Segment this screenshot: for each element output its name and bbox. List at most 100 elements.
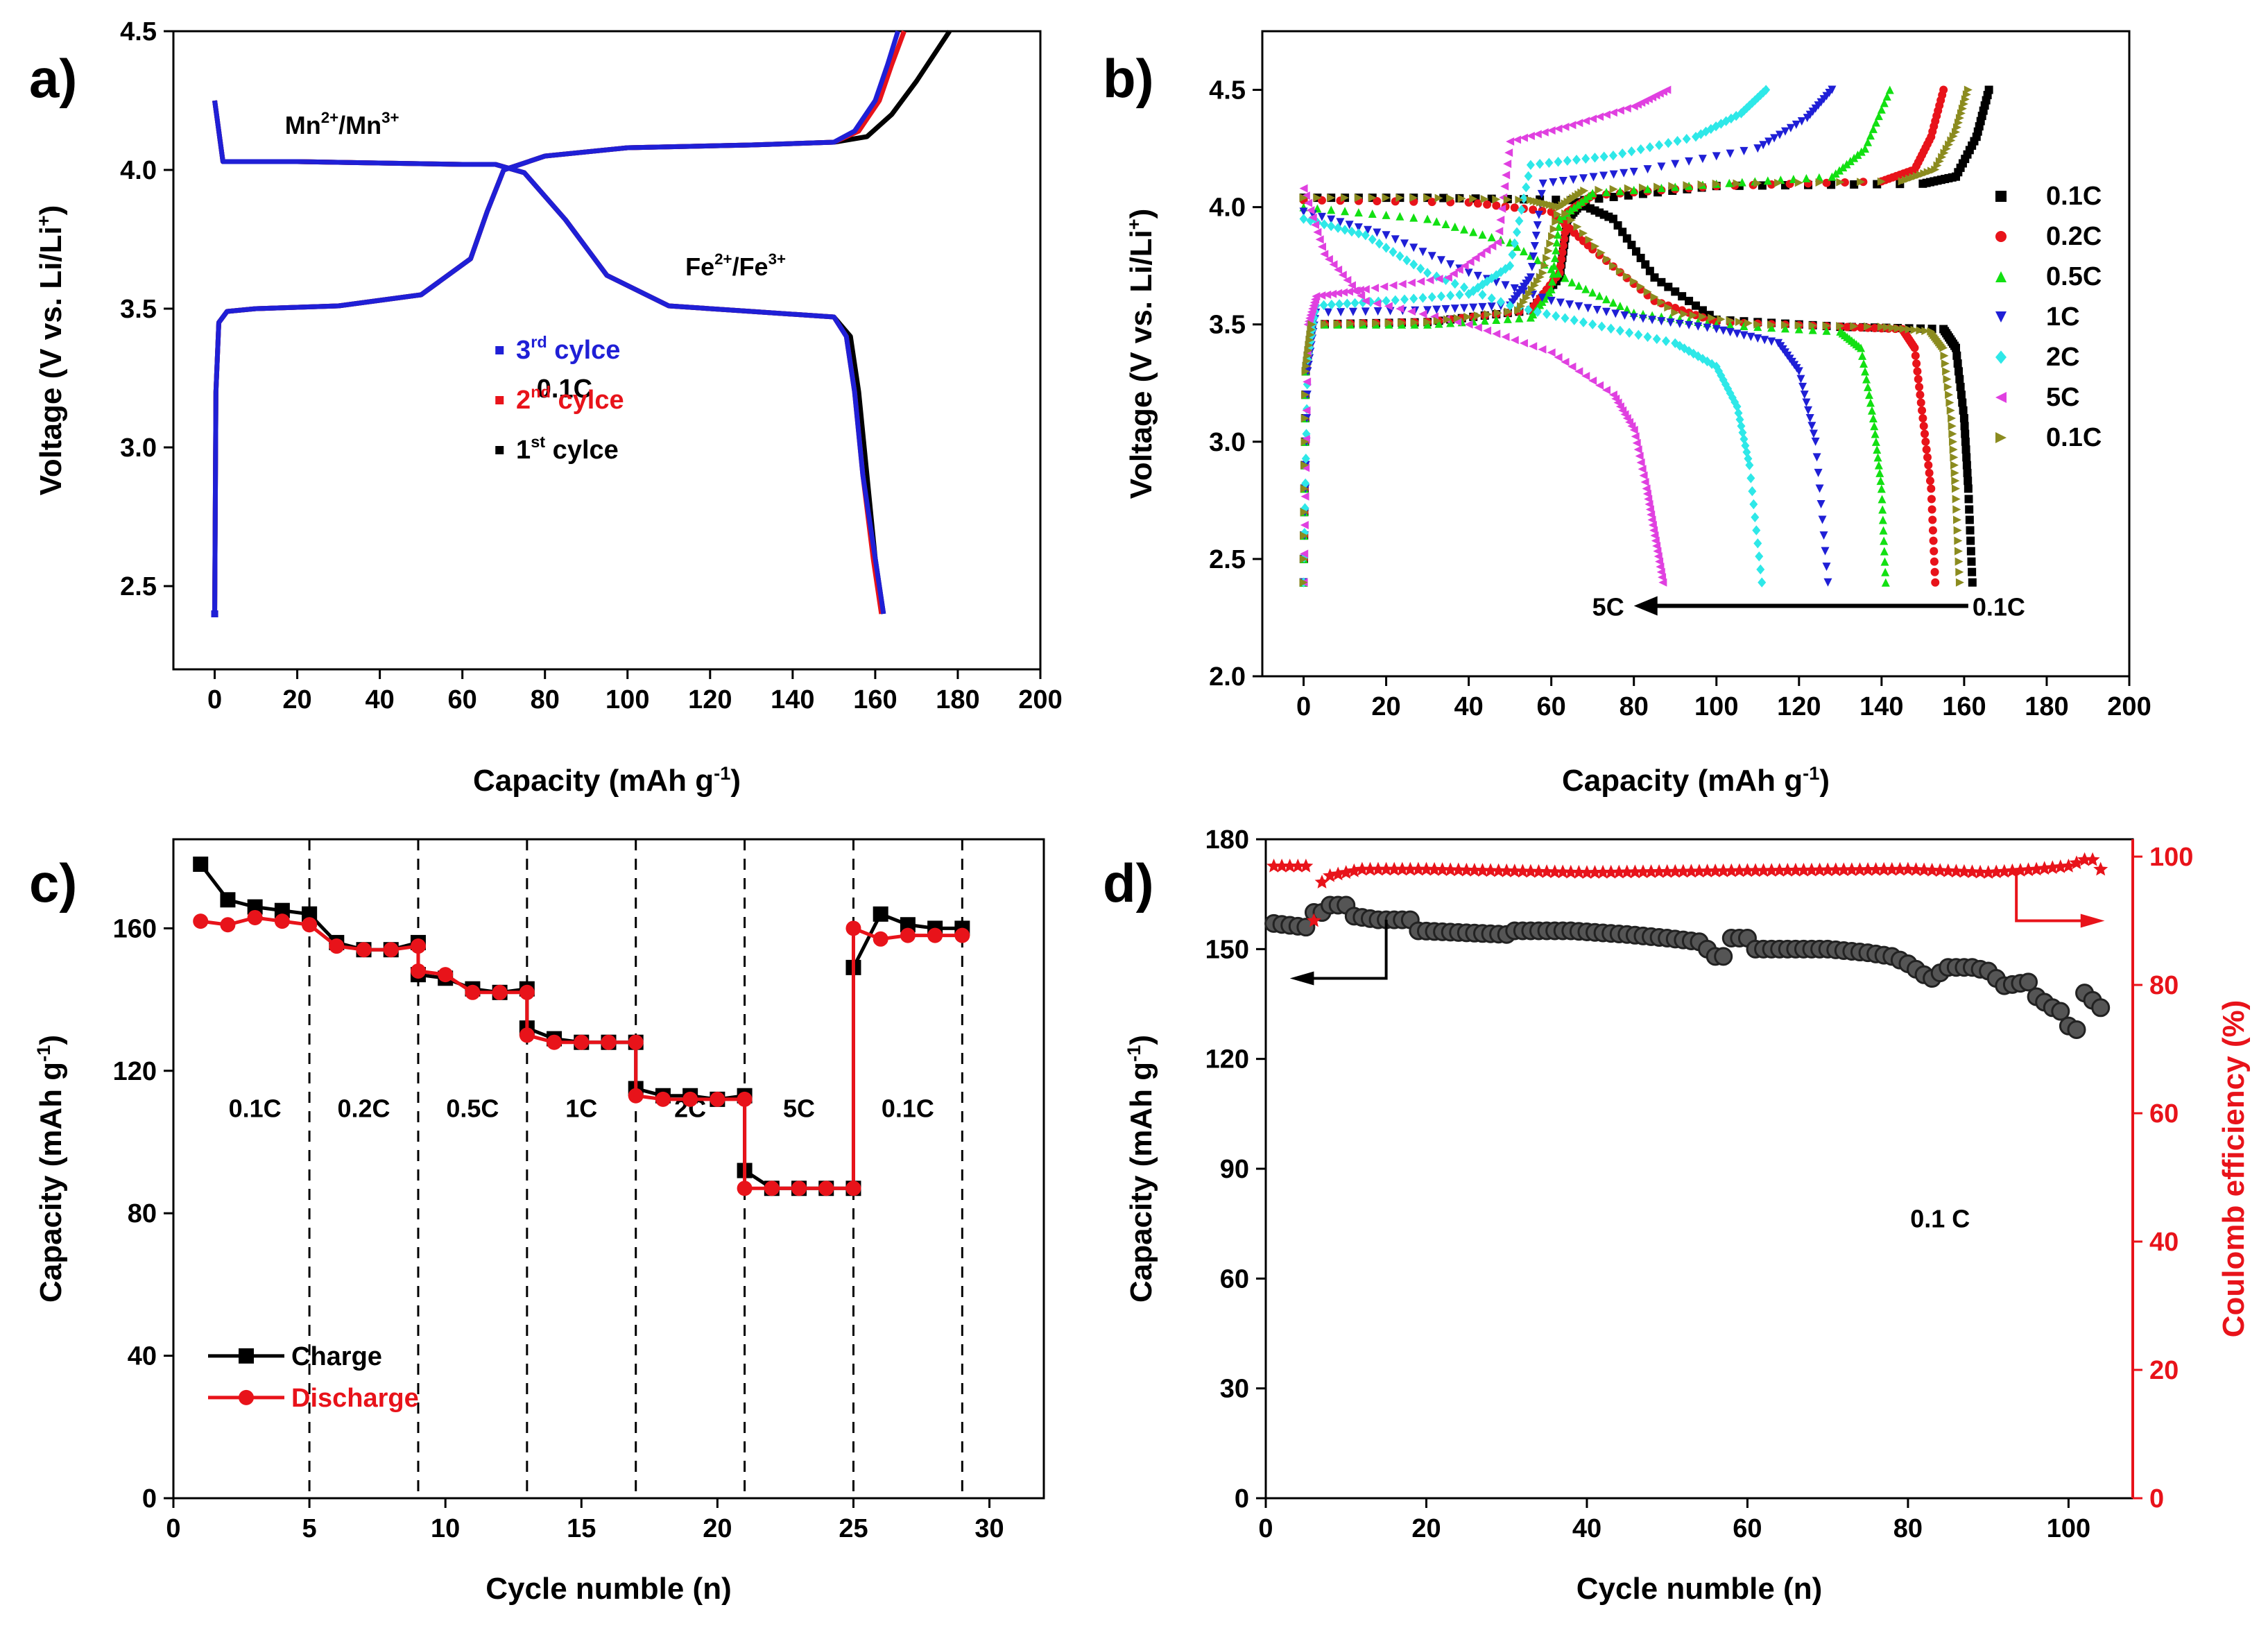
b-legend-marker: [1995, 350, 2007, 364]
b-discharge-point: [1871, 429, 1880, 438]
b-discharge-point: [1752, 525, 1761, 535]
b-charge-point: [1624, 184, 1633, 193]
b-discharge-point: [1744, 318, 1753, 327]
d-ytick-right-label: 20: [2149, 1356, 2179, 1385]
b-charge-point: [1302, 429, 1311, 439]
b-discharge-point: [1739, 321, 1749, 330]
b-discharge-point: [1581, 372, 1590, 381]
b-charge-point: [1947, 136, 1956, 145]
b-discharge-point: [1945, 398, 1955, 407]
b-charge-point: [1984, 85, 1993, 94]
b-discharge-point: [1354, 228, 1363, 239]
d-efficiency-point: [1595, 864, 1610, 879]
b-charge-point: [1533, 221, 1542, 230]
b-charge-point: [1345, 287, 1353, 296]
b-charge-point: [1527, 263, 1536, 272]
a-ytick-label: 3.0: [120, 434, 157, 463]
b-discharge-point: [1955, 578, 1964, 587]
b-arrow-head: [1633, 596, 1658, 616]
c-discharge-point: [873, 931, 888, 947]
b-charge-point: [1549, 178, 1558, 187]
d-efficiency-point: [1451, 862, 1466, 877]
b-discharge-point: [1597, 248, 1606, 257]
b-discharge-point: [1653, 547, 1662, 556]
b-discharge-point: [1928, 526, 1937, 535]
d-efficiency-point: [1411, 861, 1426, 876]
b-discharge-point: [1503, 195, 1512, 204]
b-charge-point: [1425, 275, 1434, 284]
b-discharge-point: [1843, 323, 1852, 332]
d-efficiency-point: [1667, 864, 1683, 878]
b-discharge-point: [1968, 578, 1977, 587]
d-efficiency-point: [2029, 861, 2044, 876]
b-charge-point: [1513, 135, 1522, 144]
b-discharge-point: [1492, 329, 1501, 338]
b-charge-point: [1300, 531, 1309, 540]
panel-d-label: d): [1103, 852, 1154, 913]
c-legend-marker: [239, 1348, 254, 1364]
b-discharge-point: [1950, 453, 1959, 462]
b-discharge-point: [1513, 242, 1522, 251]
b-legend-marker: [1995, 191, 2007, 202]
b-discharge-point: [1552, 196, 1561, 205]
b-discharge-point: [1510, 203, 1519, 212]
b-discharge-point: [1950, 461, 1959, 470]
b-discharge-point: [1927, 505, 1936, 514]
b-discharge-point: [1613, 221, 1622, 230]
b-charge-point: [1391, 295, 1400, 305]
b-charge-point: [1543, 254, 1552, 263]
b-charge-point: [1524, 171, 1533, 182]
b-charge-point: [1599, 171, 1608, 180]
b-discharge-point: [1966, 536, 1975, 545]
c-charge-point: [220, 892, 236, 908]
d-efficiency-point: [1282, 858, 1298, 873]
c-discharge-point: [247, 909, 263, 925]
c-discharge-point: [220, 917, 236, 933]
b-charge-point: [1622, 104, 1631, 113]
c-discharge-point: [193, 913, 209, 929]
b-charge-point: [1828, 172, 1837, 181]
b-discharge-point: [1871, 437, 1880, 446]
b-discharge-point: [1878, 505, 1887, 514]
b-discharge-point: [1615, 325, 1624, 336]
d-efficiency-point: [1266, 858, 1281, 873]
b-discharge-point: [1712, 361, 1721, 372]
b-charge-point: [1446, 290, 1455, 301]
b-discharge-point: [1633, 445, 1642, 454]
d-efficiency-point: [1836, 862, 1851, 877]
b-discharge-point: [1450, 222, 1459, 231]
a-ytick-label: 2.5: [120, 572, 157, 601]
b-discharge-point: [1652, 542, 1661, 551]
b-discharge-point: [1395, 251, 1404, 261]
d-efficiency-point: [1314, 875, 1330, 889]
b-discharge-point: [1822, 326, 1831, 335]
d-capacity-point: [2091, 998, 2111, 1018]
b-discharge-point: [1865, 391, 1873, 400]
b-charge-point: [1842, 160, 1851, 169]
b-charge-point: [1815, 178, 1824, 187]
b-discharge-point: [1921, 327, 1930, 336]
d-efficiency-point: [1820, 862, 1835, 877]
b-discharge-point: [1888, 323, 1897, 332]
d-efficiency-point: [1346, 863, 1361, 877]
b-discharge-point: [1631, 432, 1640, 441]
b-discharge-point: [1324, 255, 1333, 264]
b-charge-point: [1945, 140, 1954, 149]
b-discharge-point: [1450, 278, 1459, 289]
b-charge-point: [1753, 144, 1762, 153]
b-charge-point: [1874, 112, 1883, 121]
b-charge-point: [1764, 137, 1773, 146]
b-charge-point: [1737, 178, 1746, 187]
c-discharge-point: [356, 942, 372, 958]
d-efficiency-point: [1748, 863, 1763, 877]
b-discharge-point: [1730, 397, 1739, 407]
b-charge-point: [1450, 304, 1459, 314]
b-discharge-point: [1653, 552, 1663, 561]
b-discharge-point: [1929, 536, 1938, 545]
d-capacity-point: [1296, 918, 1316, 937]
b-charge-point: [1307, 320, 1316, 329]
d-efficiency-point: [1499, 863, 1514, 877]
b-discharge-point: [1538, 293, 1547, 302]
b-charge-point: [1554, 157, 1563, 167]
b-discharge-point: [1942, 367, 1951, 376]
